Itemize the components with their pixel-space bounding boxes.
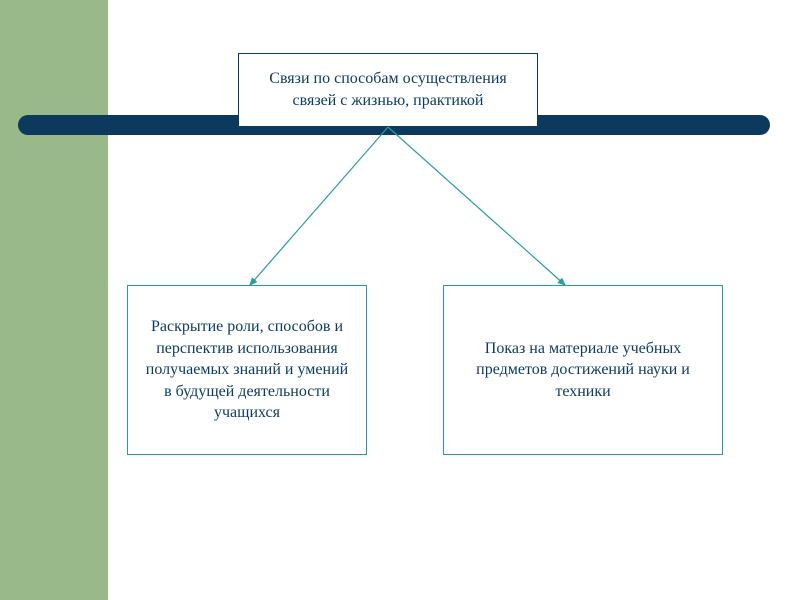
node-top: Связи по способам осуществления связей с… (238, 53, 538, 127)
node-left: Раскрытие роли, способов и перспектив ис… (127, 285, 367, 455)
left-sidebar (0, 0, 108, 600)
node-left-label: Раскрытие роли, способов и перспектив ис… (142, 316, 352, 424)
node-top-label: Связи по способам осуществления связей с… (253, 68, 523, 111)
node-right-label: Показ на материале учебных предметов дос… (458, 338, 708, 403)
node-right: Показ на материале учебных предметов дос… (443, 285, 723, 455)
